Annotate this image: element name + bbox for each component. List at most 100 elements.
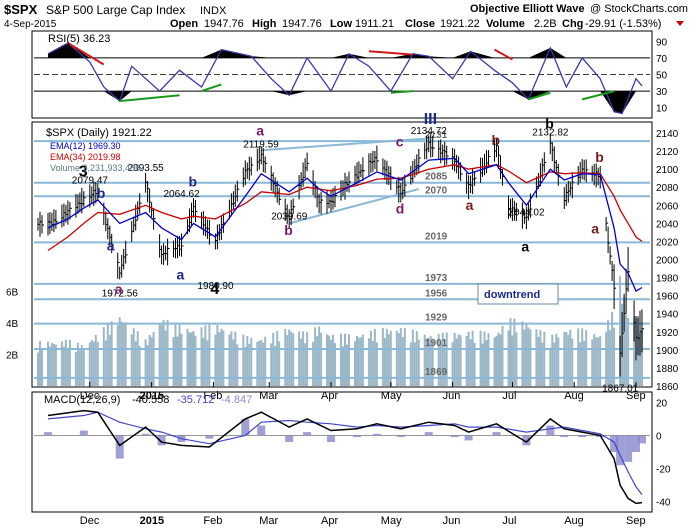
volume-bar: [138, 346, 141, 386]
volume-bar: [178, 324, 181, 386]
macd-hist-bar: [522, 435, 531, 446]
volume-bar: [88, 342, 91, 386]
volume-bar: [515, 332, 518, 386]
volume-bar: [513, 318, 516, 386]
volume-bar: [387, 334, 390, 386]
volume-bar: [583, 340, 586, 386]
volume-bar: [539, 330, 542, 386]
volume-bar: [457, 334, 460, 386]
price-label: 2064.62: [164, 189, 201, 200]
volume-bar: [593, 334, 596, 386]
volume-bar: [401, 337, 404, 386]
volume-bar: [423, 334, 426, 386]
volume-bar: [549, 347, 552, 386]
macd-hist-bar: [424, 432, 433, 436]
volume-bar: [369, 330, 372, 386]
rsi-divergence-line: [581, 90, 615, 101]
price-tick-label: 1980: [656, 274, 679, 285]
price-tick-label: 1960: [656, 292, 679, 303]
volume-bar: [585, 330, 588, 386]
rsi-divergence-line: [119, 94, 180, 103]
volume-bar: [607, 320, 610, 386]
volume-bar: [106, 323, 109, 386]
volume-bar: [613, 327, 616, 386]
volume-bar: [78, 350, 81, 386]
volume-bar: [292, 333, 295, 386]
volume-bar: [389, 330, 392, 386]
rsi-divergence-line: [201, 83, 222, 93]
volume-bar: [619, 276, 622, 386]
volume-bar: [204, 325, 207, 386]
volume-bar: [248, 343, 251, 386]
header-exchange: INDX: [200, 5, 227, 17]
volume-bar: [591, 339, 594, 386]
volume-bar: [467, 331, 470, 386]
volume-bar: [230, 331, 233, 386]
volume-bar: [605, 331, 608, 386]
x-tick-label: Aug: [564, 390, 584, 402]
volume-bar: [68, 339, 71, 386]
volume-bar: [346, 344, 348, 386]
wave-label: a: [177, 266, 185, 282]
level-label: 2085: [425, 172, 448, 183]
volume-legend: Volume 3,231,933,456: [50, 163, 140, 173]
volume-bar: [581, 328, 584, 386]
level-label: 1869: [425, 367, 448, 378]
macd-hist-bar: [241, 418, 250, 436]
price-tick-label: 2140: [656, 129, 679, 140]
volume-bar: [459, 335, 462, 386]
volume-bar: [385, 328, 388, 386]
macd-panel: [31, 391, 653, 513]
macd-hist-bar: [353, 435, 361, 438]
volume-bar: [62, 346, 65, 386]
wave-label: b: [492, 132, 501, 148]
wave-label: b: [97, 185, 106, 201]
price-label: 2119.59: [243, 140, 279, 151]
volume-bar: [176, 336, 179, 386]
macd-legend-macd: -40.558: [132, 394, 169, 406]
x-tick-label: Apr: [321, 390, 338, 402]
price-title: $SPX (Daily) 1921.22: [46, 127, 152, 139]
wave-label: a: [115, 281, 123, 297]
rsi-overbought-fill: [48, 43, 642, 58]
volume-bar: [383, 338, 386, 386]
volume-bar: [260, 339, 263, 386]
x-tick-label-bottom: Sep: [626, 515, 646, 527]
volume-bar: [50, 342, 53, 386]
chg-value: -29.91 (-1.53%): [585, 18, 661, 30]
x-tick-label: May: [381, 390, 402, 402]
volume-bar: [188, 332, 191, 386]
volume-bar: [250, 337, 253, 386]
volume-bar: [116, 325, 119, 386]
volume-bar: [164, 330, 167, 386]
volume-bar: [288, 329, 291, 386]
volume-bar: [312, 341, 315, 386]
volume-bar: [429, 336, 432, 386]
wave-label: b: [189, 173, 198, 189]
volume-bar: [417, 339, 420, 386]
volume-bar: [256, 341, 259, 386]
volume-bar: [90, 340, 93, 386]
volume-bar: [48, 346, 51, 386]
volume-bar: [357, 337, 360, 386]
volume-bar: [262, 342, 265, 386]
volume-bar: [134, 341, 137, 386]
wave-label: a: [107, 238, 115, 254]
volume-bar: [415, 331, 418, 386]
volume-bar: [118, 317, 121, 386]
price-tick-label: 2020: [656, 237, 679, 248]
volume-bar: [190, 332, 193, 386]
volume-label: Volume: [486, 18, 525, 30]
volume-bar: [579, 342, 582, 386]
volume-bar: [342, 346, 344, 386]
macd-legend-name: MACD(12,26,9): [44, 394, 120, 406]
rsi-divergence-line: [494, 48, 513, 61]
volume-bar: [427, 337, 430, 386]
price-tick-label: 2120: [656, 147, 679, 158]
volume-bar: [302, 331, 305, 386]
volume-bar: [375, 342, 378, 386]
volume-bar: [541, 342, 544, 386]
volume-bar: [487, 333, 490, 386]
volume-bar: [216, 325, 219, 386]
